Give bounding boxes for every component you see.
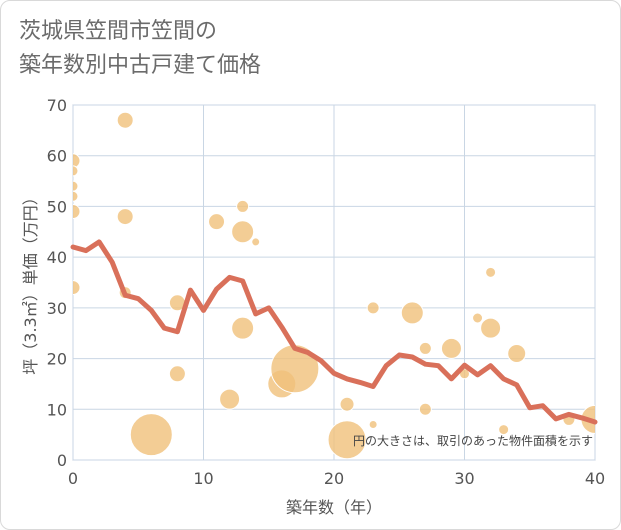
data-bubble: [231, 220, 255, 244]
data-bubble: [73, 190, 79, 202]
x-tick-label: 0: [68, 469, 78, 488]
data-bubble: [507, 344, 527, 363]
data-bubble: [480, 317, 502, 339]
average-price-line: [70, 239, 598, 425]
data-bubble: [251, 237, 261, 247]
data-bubble: [73, 280, 81, 296]
data-bubble: [73, 153, 81, 169]
y-tick-label: 20: [47, 350, 67, 369]
y-axis-label: 坪（3.3㎡）単価（万円）: [21, 189, 40, 374]
data-bubble: [73, 204, 81, 219]
x-axis-label: 築年数（年）: [286, 498, 382, 517]
chart-title: 茨城県笠間市笠間の 築年数別中古戸建て価格: [19, 15, 261, 83]
bubble-layer: [73, 111, 595, 460]
tick-labels: 0 10 20 30 40 50 60 70 0 10 20 30 40: [47, 96, 606, 488]
data-bubble: [219, 388, 241, 410]
x-tick-label: 30: [454, 469, 474, 488]
y-tick-label: 40: [47, 248, 67, 267]
data-bubble: [400, 301, 424, 325]
data-bubble: [485, 266, 497, 278]
data-bubble: [368, 420, 378, 429]
y-tick-label: 0: [57, 451, 67, 470]
x-tick-label: 10: [193, 469, 213, 488]
chart-title-line-2: 築年数別中古戸建て価格: [19, 53, 262, 78]
size-note: 円の大きさは、取引のあった物件面積を示す: [353, 433, 593, 448]
data-bubble: [498, 424, 510, 436]
data-bubble: [418, 402, 432, 416]
data-bubble: [418, 341, 432, 355]
y-tick-label: 60: [47, 147, 67, 166]
x-tick-label: 20: [324, 469, 344, 488]
data-bubble: [208, 213, 226, 231]
y-tick-label: 50: [47, 197, 67, 216]
y-tick-label: 70: [47, 96, 67, 115]
data-bubble: [168, 365, 186, 383]
data-bubble: [472, 312, 484, 324]
data-bubble: [129, 413, 173, 457]
y-tick-label: 30: [47, 299, 67, 318]
data-bubble: [236, 199, 250, 213]
chart-title-line-1: 茨城県笠間市笠間の: [19, 19, 218, 44]
data-bubble: [327, 420, 367, 460]
data-bubble: [73, 180, 79, 192]
data-bubble: [73, 165, 79, 177]
data-bubble: [366, 301, 380, 315]
data-bubble: [231, 316, 255, 340]
y-tick-label: 10: [47, 400, 67, 419]
data-bubble: [440, 337, 462, 359]
line-layer: [70, 239, 598, 425]
data-bubble: [116, 111, 134, 129]
x-tick-label: 40: [585, 469, 605, 488]
data-bubble: [339, 396, 355, 412]
data-bubble: [116, 208, 134, 226]
